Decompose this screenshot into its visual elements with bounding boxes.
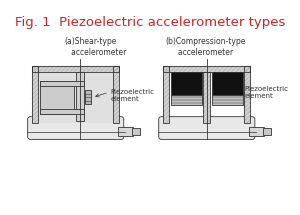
Bar	[203, 72, 210, 123]
Bar	[203, 72, 210, 123]
Text: (a)Shear-type
   accelerometer: (a)Shear-type accelerometer	[64, 37, 127, 57]
Bar	[32, 66, 119, 72]
Bar	[76, 72, 85, 121]
Bar	[212, 72, 243, 95]
Bar	[40, 109, 85, 114]
Bar	[163, 66, 169, 123]
Bar	[263, 129, 272, 135]
Bar	[40, 81, 74, 114]
Bar	[244, 66, 250, 123]
Text: Piezoelectric
element: Piezoelectric element	[111, 89, 155, 102]
Bar	[118, 127, 134, 136]
Bar	[38, 72, 113, 123]
Bar	[113, 66, 119, 123]
Bar	[32, 66, 119, 72]
Bar	[244, 66, 250, 123]
Bar	[85, 91, 92, 104]
Bar	[132, 129, 140, 135]
Bar	[171, 95, 202, 105]
FancyBboxPatch shape	[28, 117, 124, 139]
Text: Fig. 1  Piezoelectric accelerometer types: Fig. 1 Piezoelectric accelerometer types	[15, 16, 285, 29]
Bar	[171, 72, 202, 95]
Bar	[38, 72, 113, 123]
Bar	[40, 81, 85, 86]
FancyBboxPatch shape	[159, 117, 255, 139]
Bar	[32, 66, 38, 123]
Bar	[163, 66, 250, 72]
Bar	[169, 72, 244, 123]
Text: (b)Compression-type
     accelerometer: (b)Compression-type accelerometer	[166, 37, 246, 57]
Bar	[163, 66, 250, 72]
Bar	[32, 66, 38, 123]
Text: Piezoelectric
element: Piezoelectric element	[244, 86, 288, 99]
Bar	[212, 95, 243, 105]
Bar	[163, 66, 169, 123]
Bar	[249, 127, 265, 136]
Bar	[113, 66, 119, 123]
